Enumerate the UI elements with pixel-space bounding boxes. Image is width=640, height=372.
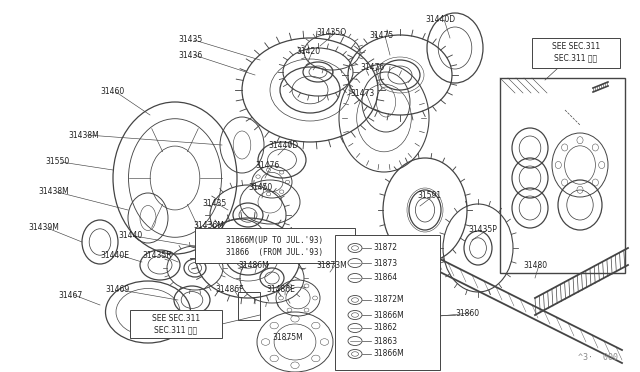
- Text: 31866M: 31866M: [373, 350, 404, 359]
- Text: 31860: 31860: [455, 308, 479, 317]
- Text: 31550: 31550: [45, 157, 69, 167]
- Text: 31436M: 31436M: [193, 221, 224, 231]
- Text: 31875M: 31875M: [272, 334, 303, 343]
- Text: 31440E: 31440E: [100, 250, 129, 260]
- Text: 31480: 31480: [523, 260, 547, 269]
- Text: 31866  (FROM JUL.'93): 31866 (FROM JUL.'93): [227, 247, 324, 257]
- Text: 31435: 31435: [178, 35, 202, 45]
- Text: 31435P: 31435P: [468, 225, 497, 234]
- Text: 31486M: 31486M: [238, 260, 269, 269]
- Text: 31476: 31476: [255, 161, 279, 170]
- Text: 31435R: 31435R: [142, 250, 172, 260]
- Text: 31864: 31864: [373, 273, 397, 282]
- Text: 31873M: 31873M: [316, 260, 347, 269]
- Bar: [195, 228, 355, 263]
- Text: 31469: 31469: [105, 285, 129, 295]
- Text: 31863: 31863: [373, 337, 397, 346]
- Text: 31872: 31872: [373, 244, 397, 253]
- Text: 31476: 31476: [360, 64, 384, 73]
- Text: 31438M: 31438M: [68, 131, 99, 140]
- Bar: [238, 292, 260, 320]
- Text: 31460: 31460: [100, 87, 124, 96]
- Text: 31439M: 31439M: [28, 224, 59, 232]
- Text: 31440D: 31440D: [425, 16, 455, 25]
- Text: 31438M: 31438M: [38, 187, 68, 196]
- Text: 31435Q: 31435Q: [316, 29, 346, 38]
- Text: 31866M(UP TO JUL.'93): 31866M(UP TO JUL.'93): [227, 235, 324, 244]
- Text: 31591: 31591: [417, 192, 441, 201]
- Text: 31475: 31475: [369, 32, 393, 41]
- Text: 31866M: 31866M: [373, 311, 404, 320]
- FancyBboxPatch shape: [130, 310, 222, 338]
- Text: 31872M: 31872M: [373, 295, 404, 305]
- Text: SEE SEC.311
SEC.311 参照: SEE SEC.311 SEC.311 参照: [552, 42, 600, 62]
- Text: ^3·  000: ^3· 000: [578, 353, 618, 362]
- Text: 31873: 31873: [373, 259, 397, 267]
- Text: 31435: 31435: [202, 199, 227, 208]
- Bar: [500, 78, 625, 273]
- Text: 31450: 31450: [248, 183, 272, 192]
- Text: 31486E: 31486E: [266, 285, 295, 295]
- Text: 31467: 31467: [58, 291, 83, 299]
- Bar: [335, 235, 440, 370]
- Text: 31436: 31436: [178, 51, 202, 60]
- Text: 31486F: 31486F: [215, 285, 243, 295]
- Text: 31862: 31862: [373, 324, 397, 333]
- Text: 31440: 31440: [118, 231, 142, 241]
- Text: 31473: 31473: [350, 89, 374, 97]
- FancyBboxPatch shape: [532, 38, 620, 68]
- Text: SEE SEC.311
SEC.311 参照: SEE SEC.311 SEC.311 参照: [152, 314, 200, 334]
- Text: 31420: 31420: [296, 48, 320, 57]
- Text: 31440D: 31440D: [268, 141, 298, 151]
